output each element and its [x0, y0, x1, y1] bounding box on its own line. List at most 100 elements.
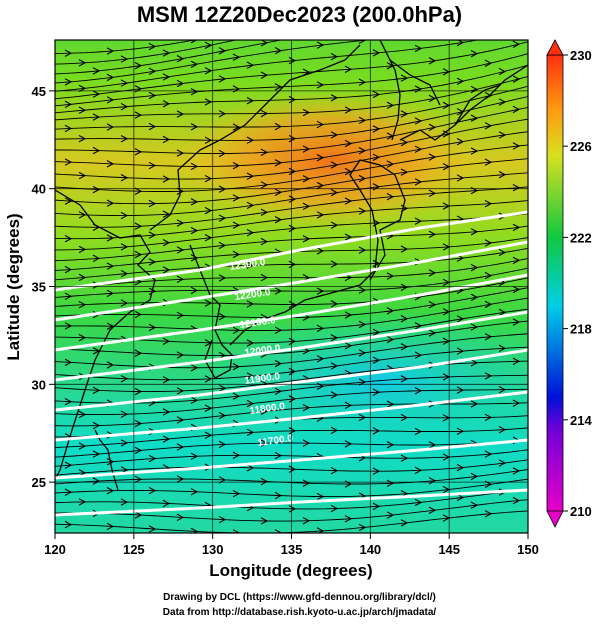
wind-arrow [330, 334, 339, 342]
wind-arrow [470, 400, 479, 408]
streamline [55, 131, 528, 180]
wind-arrow [64, 461, 73, 469]
contour-label: 12100.0 [239, 315, 277, 331]
wind-arrow [190, 527, 199, 533]
streamline [55, 478, 528, 498]
wind-arrow [106, 123, 115, 131]
wind-arrow [456, 174, 465, 182]
wind-arrow [78, 106, 87, 114]
streamline [55, 186, 528, 228]
wind-arrow [148, 525, 157, 533]
wind-arrow [428, 57, 437, 65]
wind-arrow [414, 117, 423, 125]
x-tick-label: 125 [123, 542, 145, 557]
wind-arrow [64, 265, 73, 274]
wind-arrow [330, 426, 339, 435]
wind-arrow [190, 60, 199, 68]
wind-arrow [120, 211, 129, 220]
x-axis-ticks: 120 125 130 135 140 145 150 [44, 533, 539, 557]
wind-arrow [246, 201, 255, 210]
colorbar-tick-label: 210 [570, 504, 592, 519]
wind-arrow [400, 413, 409, 422]
wind-arrow [414, 498, 423, 507]
wind-arrow [106, 487, 115, 495]
wind-arrow [386, 511, 395, 519]
wind-arrow [218, 411, 227, 420]
coastline [55, 189, 156, 481]
contour-line [55, 240, 528, 322]
wind-arrow [400, 168, 409, 176]
streamline [55, 64, 528, 114]
wind-arrow [106, 199, 115, 207]
wind-arrow [78, 498, 87, 506]
wind-arrow [372, 388, 381, 396]
credit-line-2: Data from http://database.rish.kyoto-u.a… [162, 607, 437, 618]
wind-arrow [106, 522, 115, 531]
wind-streamlines [55, 16, 528, 533]
wind-arrow [456, 77, 465, 85]
wind-arrow [456, 347, 465, 355]
wind-arrow [148, 258, 157, 266]
wind-arrow [470, 114, 479, 122]
x-tick-label: 145 [438, 542, 460, 557]
wind-arrow [456, 463, 465, 472]
wind-arrow [470, 359, 479, 367]
wind-arrow [78, 245, 87, 254]
wind-arrow [428, 301, 437, 309]
wind-arrow [414, 217, 423, 225]
wind-arrow [512, 256, 521, 265]
wind-arrow [512, 285, 521, 294]
wind-arrow [120, 79, 129, 87]
wind-arrow [344, 311, 353, 319]
wind-arrow [316, 120, 325, 129]
wind-arrow [260, 273, 269, 282]
wind-arrow [331, 16, 337, 22]
wind-arrow [190, 452, 199, 460]
wind-arrow [470, 263, 479, 272]
wind-arrow [134, 446, 143, 455]
wind-arrow [288, 337, 297, 346]
wind-arrow [162, 499, 171, 508]
wind-arrow [134, 419, 143, 428]
wind-arrow [218, 384, 227, 392]
wind-arrow [246, 300, 255, 308]
wind-arrow [134, 475, 143, 484]
wind-arrow [148, 231, 157, 239]
wind-arrow [302, 404, 311, 412]
wind-arrow [372, 328, 381, 337]
contour-label: 12200.0 [234, 287, 272, 303]
wind-arrow [386, 272, 395, 280]
streamline [55, 258, 528, 290]
wind-arrow [512, 142, 521, 150]
wind-arrow [64, 292, 73, 300]
wind-arrow [428, 94, 437, 103]
x-tick-label: 130 [202, 542, 224, 557]
wind-arrow [288, 167, 297, 176]
wind-arrow [330, 94, 339, 102]
wind-arrow [176, 513, 185, 522]
wind-arrow [330, 466, 339, 475]
wind-arrow [78, 410, 87, 419]
contour-line [55, 210, 528, 292]
wind-arrow [64, 124, 73, 133]
wind-arrow [176, 475, 185, 483]
wind-arrow [470, 85, 479, 94]
streamline [55, 40, 371, 84]
wind-arrow [218, 110, 227, 118]
cool-region [200, 310, 528, 450]
wind-arrow [316, 287, 325, 295]
wind-arrow [92, 90, 101, 98]
wind-arrow [162, 210, 171, 218]
wind-arrow [218, 47, 227, 55]
wind-arrow [484, 158, 493, 166]
wind-arrow [485, 20, 491, 26]
wind-arrow [345, 26, 351, 32]
wind-arrow [470, 293, 479, 302]
wind-arrow [162, 239, 171, 247]
wind-arrow [302, 175, 311, 183]
wind-arrow [218, 75, 227, 83]
streamline [55, 247, 528, 281]
wind-arrow [162, 337, 171, 345]
wind-arrow [106, 289, 115, 298]
wind-arrow [274, 387, 283, 395]
